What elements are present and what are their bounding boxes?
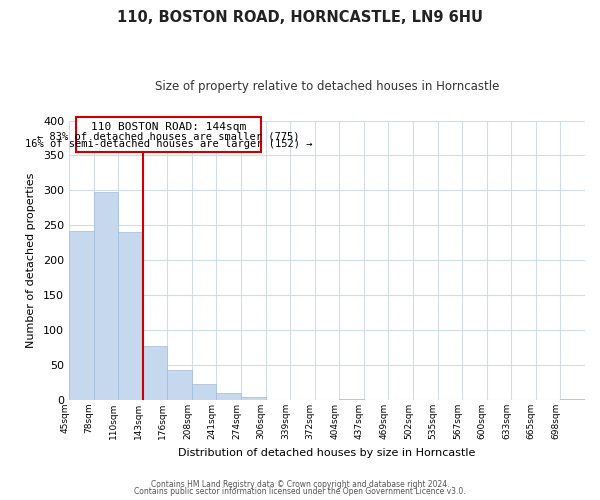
Bar (192, 384, 217, 400)
Text: ← 83% of detached houses are smaller (775): ← 83% of detached houses are smaller (77… (37, 131, 300, 141)
Y-axis label: Number of detached properties: Number of detached properties (26, 172, 36, 348)
Bar (143, 346, 167, 400)
Bar (94, 192, 118, 400)
Bar (167, 370, 192, 400)
FancyBboxPatch shape (76, 117, 261, 152)
Bar (118, 232, 143, 400)
X-axis label: Distribution of detached houses by size in Horncastle: Distribution of detached houses by size … (178, 448, 476, 458)
Bar (340, 398, 364, 400)
Title: Size of property relative to detached houses in Horncastle: Size of property relative to detached ho… (155, 80, 499, 93)
Bar (560, 398, 585, 400)
Bar (217, 393, 241, 400)
Bar (69, 231, 94, 400)
Text: 16% of semi-detached houses are larger (152) →: 16% of semi-detached houses are larger (… (25, 140, 313, 149)
Text: Contains HM Land Registry data © Crown copyright and database right 2024.: Contains HM Land Registry data © Crown c… (151, 480, 449, 489)
Bar (241, 396, 266, 400)
Text: 110 BOSTON ROAD: 144sqm: 110 BOSTON ROAD: 144sqm (91, 122, 246, 132)
Text: 110, BOSTON ROAD, HORNCASTLE, LN9 6HU: 110, BOSTON ROAD, HORNCASTLE, LN9 6HU (117, 10, 483, 25)
Text: Contains public sector information licensed under the Open Government Licence v3: Contains public sector information licen… (134, 487, 466, 496)
